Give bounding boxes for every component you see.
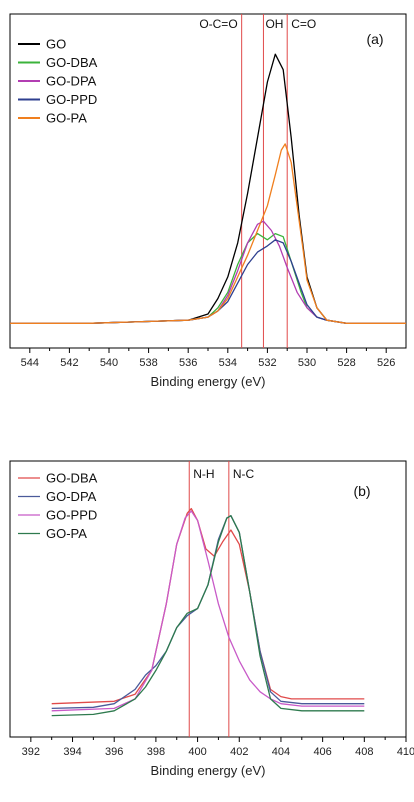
panel-label: (a) (366, 31, 383, 47)
x-tick-label: 398 (147, 746, 165, 758)
legend-label: GO-PPD (46, 92, 97, 107)
series-line-go-dba (51, 507, 365, 705)
legend-label: GO-PA (46, 526, 87, 541)
series-line-go-pa (10, 143, 406, 324)
x-tick-label: 406 (313, 746, 331, 758)
legend-label: GO (46, 37, 66, 52)
x-tick-label: 536 (179, 357, 197, 369)
x-tick-label: 400 (188, 746, 206, 758)
x-tick-label: 404 (272, 746, 290, 758)
x-tick-label: 528 (337, 357, 355, 369)
series-line-go-ppd (51, 510, 365, 712)
x-tick-label: 544 (21, 357, 39, 369)
series-line-go-dpa (10, 220, 406, 324)
series-line-go-dba (10, 232, 406, 324)
x-tick-label: 534 (219, 357, 237, 369)
x-tick-label: 526 (377, 357, 395, 369)
reference-line-label: O-C=O (199, 17, 237, 31)
chart-b: N-H N-C 392 394 396 398 400 402 404 406 408 410 Bind… (9, 460, 414, 778)
reference-line-label: N-H (193, 467, 214, 481)
x-axis-label: Binding energy (eV) (151, 374, 266, 389)
reference-line-label: C=O (291, 17, 316, 31)
x-tick-label: 408 (355, 746, 373, 758)
x-axis-label: Binding energy (eV) (151, 763, 266, 778)
chart-a: O-C=O OH C=O 544 542 540 538 536 534 532 530 528 526… (9, 13, 407, 389)
series-line-go-pa (51, 515, 365, 717)
x-tick-label: 530 (298, 357, 316, 369)
panel-label: (b) (353, 483, 370, 499)
x-tick-label: 540 (100, 357, 118, 369)
reference-line-label: N-C (233, 467, 255, 481)
x-tick-label: 538 (139, 357, 157, 369)
x-tick-label: 394 (63, 746, 81, 758)
x-tick-label: 542 (60, 357, 78, 369)
legend-label: GO-DPA (46, 74, 97, 89)
x-tick-label: 410 (397, 746, 414, 758)
legend-label: GO-DBA (46, 471, 98, 486)
x-tick-label: 402 (230, 746, 248, 758)
x-tick-label: 392 (22, 746, 40, 758)
x-tick-label: 396 (105, 746, 123, 758)
legend-label: GO-DBA (46, 55, 98, 70)
reference-line-label: OH (265, 17, 283, 31)
x-tick-label: 532 (258, 357, 276, 369)
legend-label: GO-PPD (46, 508, 97, 523)
series-line-go-dpa (51, 515, 365, 710)
legend-label: GO-DPA (46, 489, 97, 504)
legend-label: GO-PA (46, 111, 87, 126)
plot-frame (9, 460, 407, 738)
series-line-go-ppd (10, 239, 406, 324)
